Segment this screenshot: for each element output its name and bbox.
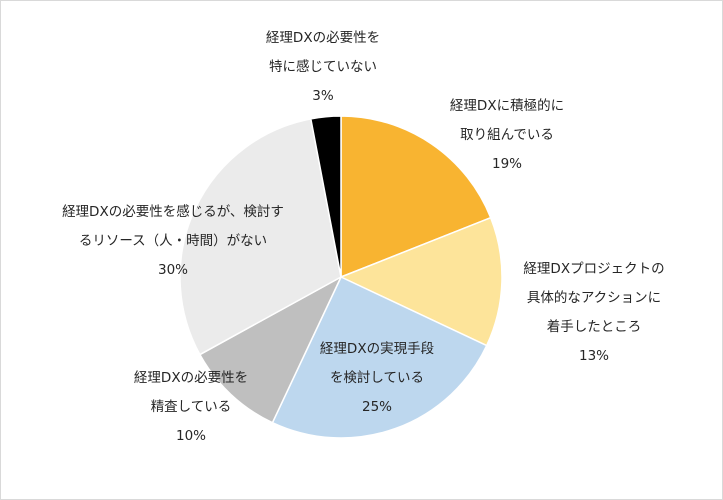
slice-value-3: 10% <box>176 428 206 444</box>
pie-slice-4 <box>179 117 342 356</box>
slice-value-1: 13% <box>579 348 609 364</box>
slice-label-0-line-1: 取り組んでいる <box>460 127 554 143</box>
slice-label-0-line-0: 経理DXに積極的に <box>450 98 564 114</box>
pie-slice-3 <box>198 275 343 424</box>
slice-label-5-line-1: 特に感じていない <box>269 58 377 75</box>
slice-value-0: 19% <box>492 156 522 172</box>
pie-slice-0 <box>340 115 492 279</box>
slice-label-2-line-1: を検討している <box>330 370 424 386</box>
slice-value-4: 30% <box>158 262 188 278</box>
pie-slice-5 <box>309 115 342 278</box>
slice-label-3-line-1: 精査している <box>151 399 232 415</box>
slice-value-2: 25% <box>362 399 392 415</box>
slice-label-4-line-0: 経理DXの必要性を感じるが、検討す <box>62 203 284 220</box>
slice-label-1-line-1: 具体的なアクションに <box>527 290 661 306</box>
slice-value-5: 3% <box>312 88 334 104</box>
slice-label-3-line-0: 経理DXの必要性を <box>134 370 248 386</box>
slice-label-4-line-1: るリソース（人・時間）がない <box>79 233 267 249</box>
slice-label-1-line-2: 着手したところ <box>547 318 642 335</box>
pie-slice-1 <box>339 216 503 347</box>
slice-label-2-line-0: 経理DXの実現手段 <box>320 341 434 357</box>
slice-label-5-line-0: 経理DXの必要性を <box>266 30 380 46</box>
slice-label-1-line-0: 経理DXプロジェクトの <box>523 261 664 277</box>
pie-slice-2 <box>271 276 488 439</box>
pie-slices <box>179 115 503 439</box>
